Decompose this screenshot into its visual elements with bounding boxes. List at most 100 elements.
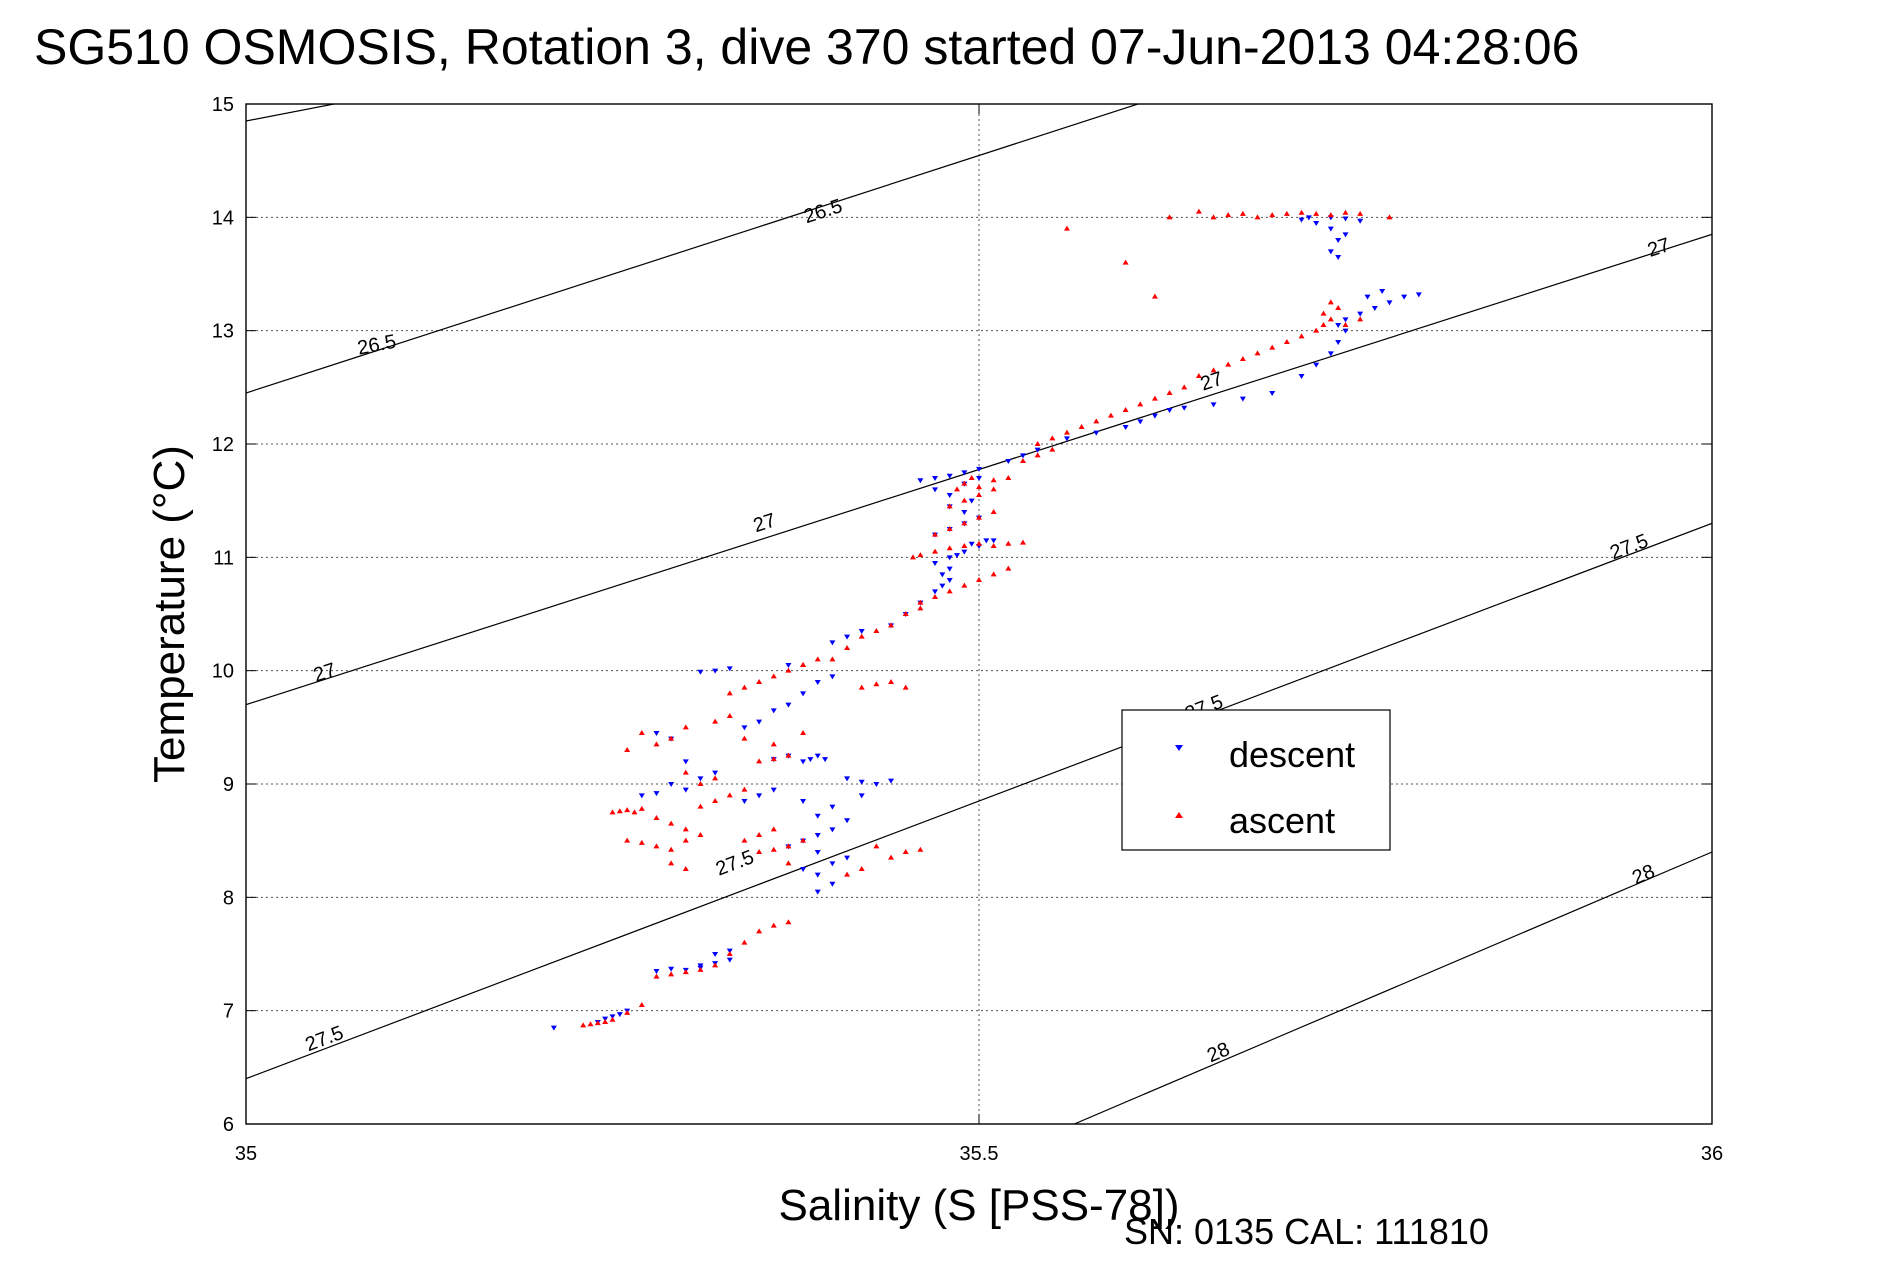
ascent-point	[1034, 441, 1041, 446]
ascent-point	[726, 690, 733, 696]
descent-point	[829, 640, 836, 646]
descent-point	[1298, 217, 1305, 223]
descent-point	[1327, 226, 1334, 232]
ascent-point	[668, 971, 675, 977]
descent-point	[1019, 453, 1026, 459]
ascent-point	[741, 786, 748, 792]
descent-point	[829, 827, 836, 833]
ascent-point	[917, 605, 924, 611]
ascent-point	[785, 667, 792, 673]
descent-point	[1137, 419, 1144, 425]
ascent-point	[1122, 259, 1129, 265]
ascent-point	[961, 480, 968, 486]
grid-lines	[246, 104, 1712, 1124]
ascent-point	[770, 922, 777, 928]
descent-point	[1298, 374, 1305, 379]
x-tick-label: 36	[1701, 1143, 1723, 1165]
ascent-point	[976, 540, 982, 546]
descent-point	[822, 757, 829, 763]
descent-point	[968, 541, 975, 547]
descent-point	[990, 538, 997, 544]
ascent-point	[1357, 316, 1364, 322]
descent-point	[807, 757, 814, 763]
ascent-point	[1225, 212, 1232, 218]
descent-point	[946, 473, 953, 479]
descent-point	[668, 782, 675, 787]
ascent-point	[902, 684, 909, 690]
ascent-point	[800, 662, 807, 667]
descent-point	[917, 478, 924, 484]
legend-ascent-marker	[1175, 812, 1183, 818]
descent-point	[697, 669, 704, 675]
x-tick-label: 35	[235, 1143, 257, 1165]
ascent-point	[990, 477, 997, 483]
ascent-point	[1225, 361, 1232, 367]
descent-point	[844, 818, 851, 824]
ascent-point	[1063, 429, 1070, 435]
ascent-point	[1107, 412, 1114, 418]
ascent-point	[770, 846, 777, 852]
ascent-point	[814, 656, 821, 662]
ascent-point	[1151, 293, 1158, 299]
descent-point	[858, 629, 865, 634]
descent-point	[712, 770, 719, 776]
ascent-point	[624, 837, 631, 843]
ascent-point	[1210, 214, 1217, 220]
descent-point	[814, 813, 821, 819]
descent-point	[1364, 294, 1371, 300]
ascent-point	[1078, 424, 1085, 429]
y-tick-label: 8	[223, 887, 234, 909]
ascent-point	[1342, 322, 1349, 327]
ascent-point	[594, 1020, 601, 1026]
descent-point	[976, 476, 982, 481]
ascent-point	[1342, 209, 1349, 215]
y-tick-label: 10	[212, 661, 234, 683]
ascent-point	[1298, 209, 1305, 215]
ascent-point	[785, 919, 792, 925]
descent-point	[616, 1012, 623, 1018]
descent-point	[1342, 216, 1349, 222]
ascent-point	[1049, 435, 1056, 441]
ascent-point	[756, 849, 763, 854]
descent-point	[785, 702, 792, 708]
ascent-point	[1181, 384, 1188, 390]
ascent-point	[888, 622, 895, 628]
descent-point	[814, 680, 821, 685]
descent-point	[1269, 391, 1276, 396]
descent-point	[976, 466, 982, 472]
ascent-point	[697, 832, 704, 837]
descent-point	[1335, 255, 1342, 260]
ascent-point	[990, 571, 997, 577]
ascent-point	[946, 526, 953, 531]
ascent-point	[1283, 339, 1290, 344]
ascent-point	[609, 1016, 616, 1022]
descent-point	[1181, 405, 1188, 411]
descent-point	[1371, 306, 1378, 311]
ascent-point	[1151, 395, 1158, 401]
ascent-point	[990, 543, 997, 548]
descent-point	[844, 855, 851, 861]
descent-point	[1034, 447, 1041, 453]
ascent-point	[653, 741, 660, 747]
ascent-point	[917, 846, 924, 852]
ascent-point	[976, 492, 982, 497]
descent-point	[682, 787, 689, 793]
ascent-point	[668, 735, 675, 741]
ascent-point	[932, 548, 939, 554]
ascent-point	[682, 826, 689, 832]
descent-point	[1379, 289, 1386, 294]
ascent-point	[844, 871, 851, 877]
contour-line-27.5	[246, 522, 1712, 1080]
ascent-point	[756, 679, 763, 684]
descent-point	[1335, 323, 1342, 328]
descent-point	[800, 867, 807, 872]
descent-point	[814, 872, 821, 878]
ascent-point	[1019, 539, 1026, 545]
ascent-point	[800, 837, 807, 843]
descent-point	[814, 850, 821, 855]
ascent-point	[580, 1022, 587, 1028]
ascent-point	[1166, 214, 1173, 220]
descent-point	[770, 708, 777, 714]
ascent-point	[638, 839, 645, 845]
